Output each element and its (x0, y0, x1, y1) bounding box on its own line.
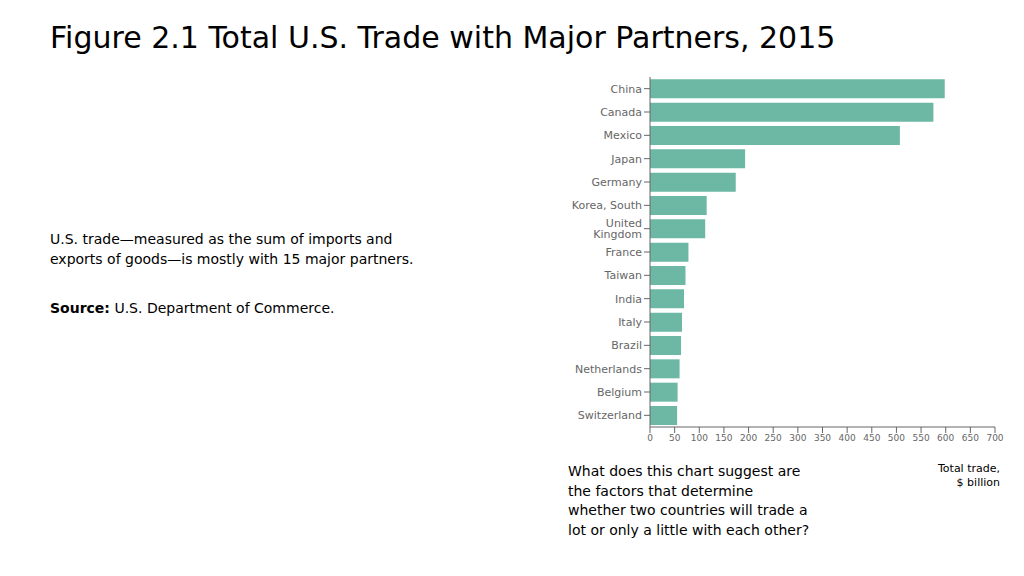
html-text:What does this chart suggest a: What does this chart suggest are the fac… (568, 463, 810, 538)
svg-text:Netherlands: Netherlands (575, 363, 642, 376)
html-text:U.S. trade—measured as the sum: U.S. trade—measured as the sum of import… (50, 231, 414, 267)
svg-text:Italy: Italy (618, 316, 642, 329)
svg-text:India: India (615, 293, 642, 306)
svg-text:350: 350 (814, 433, 831, 443)
html-text:Figure 2.1 Total U.S. Trade wi: Figure 2.1 Total U.S. Trade with Major P… (50, 20, 836, 55)
svg-text:0: 0 (647, 433, 653, 443)
svg-text:450: 450 (863, 433, 880, 443)
svg-text:400: 400 (839, 433, 856, 443)
svg-text:50: 50 (669, 433, 681, 443)
svg-text:Germany: Germany (591, 176, 642, 189)
svg-text:200: 200 (740, 433, 757, 443)
svg-text:100: 100 (691, 433, 708, 443)
svg-text:UnitedKingdom: UnitedKingdom (593, 217, 642, 241)
svg-text:Belgium: Belgium (597, 386, 642, 399)
svg-text:300: 300 (789, 433, 806, 443)
svg-text:150: 150 (715, 433, 732, 443)
svg-text:550: 550 (912, 433, 929, 443)
svg-text:500: 500 (888, 433, 905, 443)
svg-text:Japan: Japan (610, 153, 642, 166)
svg-text:Mexico: Mexico (604, 129, 643, 142)
svg-text:Korea, South: Korea, South (572, 199, 642, 212)
html-text:Total trade, $ billion: Total trade, $ billion (938, 462, 1000, 490)
html-text:Source: U.S. Department of Com: Source: U.S. Department of Commerce. (50, 300, 335, 316)
svg-text:650: 650 (962, 433, 979, 443)
svg-text:Switzerland: Switzerland (578, 409, 642, 422)
svg-text:250: 250 (765, 433, 782, 443)
svg-text:700: 700 (986, 433, 1003, 443)
svg-text:600: 600 (937, 433, 954, 443)
svg-text:Taiwan: Taiwan (604, 269, 642, 282)
svg-text:Canada: Canada (600, 106, 642, 119)
svg-text:France: France (605, 246, 642, 259)
svg-text:Brazil: Brazil (611, 339, 642, 352)
svg-text:China: China (611, 83, 642, 96)
